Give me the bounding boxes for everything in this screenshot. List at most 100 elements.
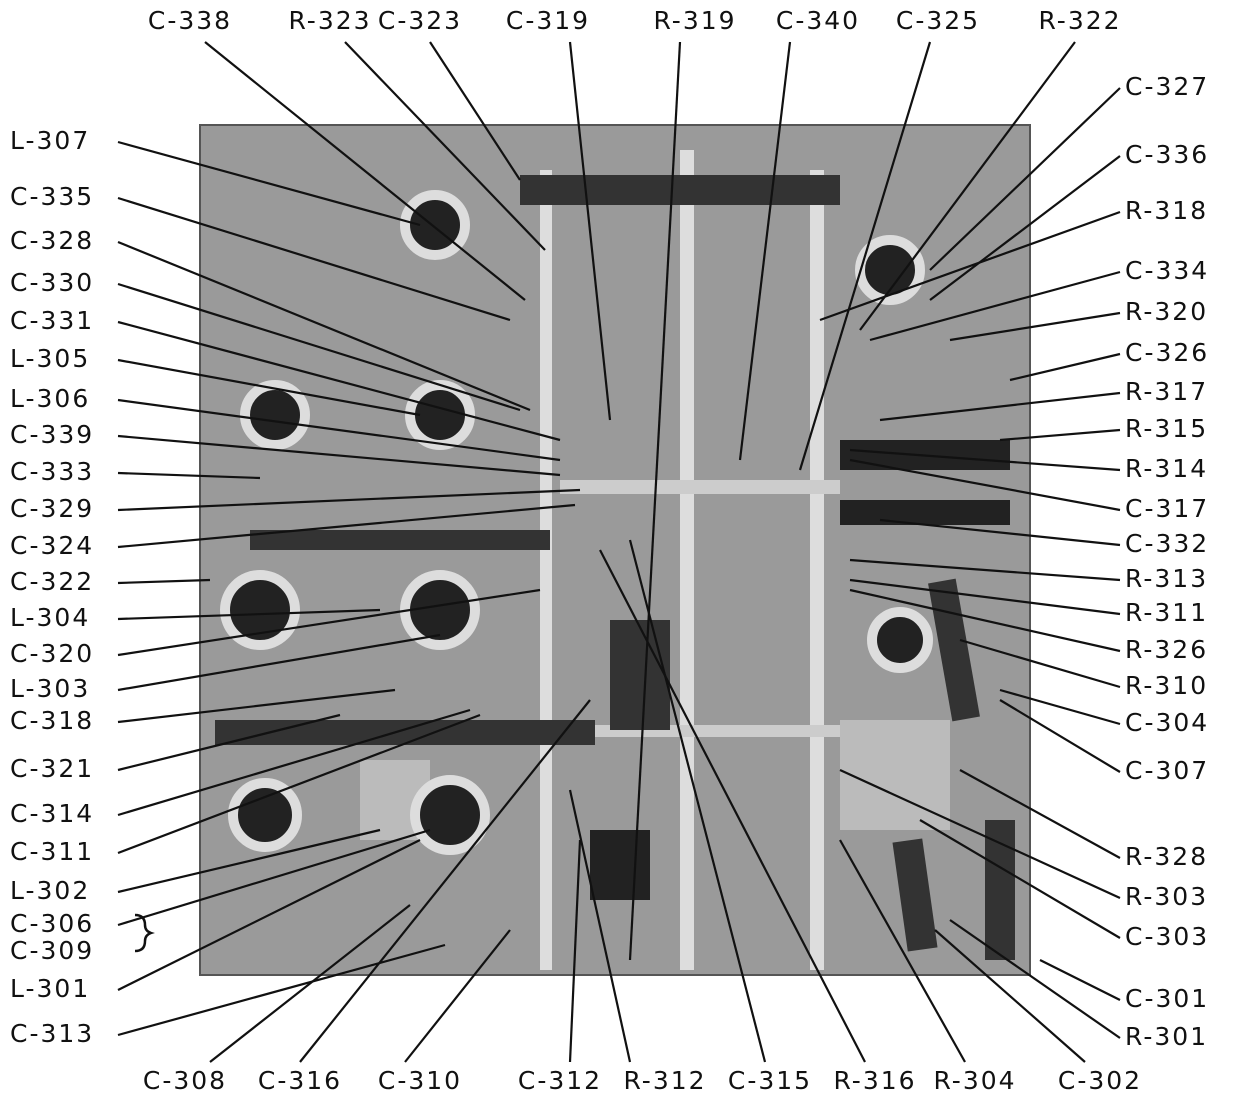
part-label: R-315 — [1125, 414, 1208, 443]
part-label: C-321 — [10, 754, 94, 783]
leader-line — [404, 929, 511, 1063]
part-label: R-317 — [1125, 377, 1208, 406]
leader-line — [117, 503, 576, 549]
part-label: C-332 — [1125, 529, 1209, 558]
leader-line — [819, 210, 1121, 322]
leader-line — [934, 929, 1086, 1063]
part-label: C-310 — [378, 1066, 462, 1095]
leader-line — [117, 578, 211, 585]
part-label: C-309 — [10, 936, 94, 965]
leader-line — [628, 539, 767, 1063]
part-label: C-320 — [10, 639, 94, 668]
part-label: C-315 — [728, 1066, 812, 1095]
part-label: L-307 — [10, 126, 90, 155]
part-label: R-304 — [933, 1066, 1016, 1095]
leader-line — [919, 819, 1121, 939]
leader-line — [849, 578, 1121, 616]
part-label: C-314 — [10, 799, 94, 828]
leader-line — [117, 713, 341, 772]
leader-line — [839, 768, 1121, 900]
part-label: C-339 — [10, 420, 94, 449]
part-label: C-312 — [518, 1066, 602, 1095]
leader-line — [344, 41, 546, 251]
part-label: L-303 — [10, 674, 90, 703]
leader-line — [798, 41, 932, 471]
part-label: L-306 — [10, 384, 90, 413]
part-label: C-307 — [1125, 756, 1209, 785]
part-label: L-304 — [10, 603, 90, 632]
part-label: C-313 — [10, 1019, 94, 1048]
leader-line — [959, 638, 1121, 689]
brace — [134, 913, 155, 953]
leader-line — [117, 828, 431, 927]
leader-line — [999, 699, 1121, 773]
leader-line — [869, 270, 1121, 342]
leader-line — [1039, 959, 1121, 1001]
part-label: C-335 — [10, 182, 94, 211]
leader-line — [879, 391, 1121, 422]
leader-line — [599, 549, 866, 1063]
part-label: R-328 — [1125, 842, 1208, 871]
part-label: L-302 — [10, 876, 90, 905]
leader-line — [204, 41, 526, 301]
part-label: R-311 — [1125, 598, 1208, 627]
leader-line — [568, 839, 582, 1063]
leader-line — [879, 518, 1121, 547]
leader-line — [999, 428, 1121, 442]
part-label: R-326 — [1125, 635, 1208, 664]
leader-line — [117, 688, 396, 724]
part-label: C-303 — [1125, 922, 1209, 951]
leader-line — [949, 311, 1121, 342]
part-label: R-318 — [1125, 196, 1208, 225]
part-label: C-328 — [10, 226, 94, 255]
leader-line — [299, 699, 591, 1063]
leader-line — [849, 458, 1121, 512]
leader-line — [117, 282, 521, 412]
leader-line — [117, 828, 381, 894]
part-label: C-304 — [1125, 708, 1209, 737]
leader-line — [117, 588, 541, 657]
leader-line — [117, 471, 261, 480]
leader-line — [117, 434, 561, 477]
leader-line — [999, 688, 1121, 726]
part-label: C-336 — [1125, 140, 1209, 169]
part-label: C-326 — [1125, 338, 1209, 367]
leader-line — [859, 41, 1076, 331]
leader-line — [117, 608, 381, 621]
part-label: C-338 — [148, 6, 232, 35]
leader-line — [949, 919, 1121, 1039]
part-label: C-340 — [776, 6, 860, 35]
part-label: C-318 — [10, 706, 94, 735]
leader-line — [117, 140, 421, 227]
part-label: R-319 — [653, 6, 736, 35]
leader-line — [117, 320, 561, 442]
part-label: R-310 — [1125, 671, 1208, 700]
part-label: C-317 — [1125, 494, 1209, 523]
leader-line — [117, 839, 421, 991]
leader-line — [429, 41, 521, 181]
leader-line — [117, 943, 446, 1037]
part-label: L-305 — [10, 344, 90, 373]
leader-line — [117, 708, 471, 817]
leader-line — [117, 633, 441, 692]
leader-line — [1009, 352, 1121, 382]
leader-line — [117, 240, 531, 412]
part-label: C-308 — [143, 1066, 227, 1095]
part-label: C-325 — [896, 6, 980, 35]
part-label: C-334 — [1125, 256, 1209, 285]
leader-line — [117, 196, 511, 322]
photo — [199, 124, 1031, 976]
leader-line — [849, 448, 1121, 472]
part-label: R-314 — [1125, 454, 1208, 483]
leader-line — [849, 588, 1121, 653]
part-label: C-311 — [10, 837, 94, 866]
leader-line — [117, 398, 561, 462]
part-label: R-316 — [833, 1066, 916, 1095]
leader-line — [568, 789, 632, 1063]
leader-line — [209, 904, 411, 1063]
part-label: R-322 — [1038, 6, 1121, 35]
part-label: R-323 — [288, 6, 371, 35]
part-label: C-302 — [1058, 1066, 1142, 1095]
leader-line — [959, 769, 1121, 859]
leader-line — [117, 358, 421, 417]
